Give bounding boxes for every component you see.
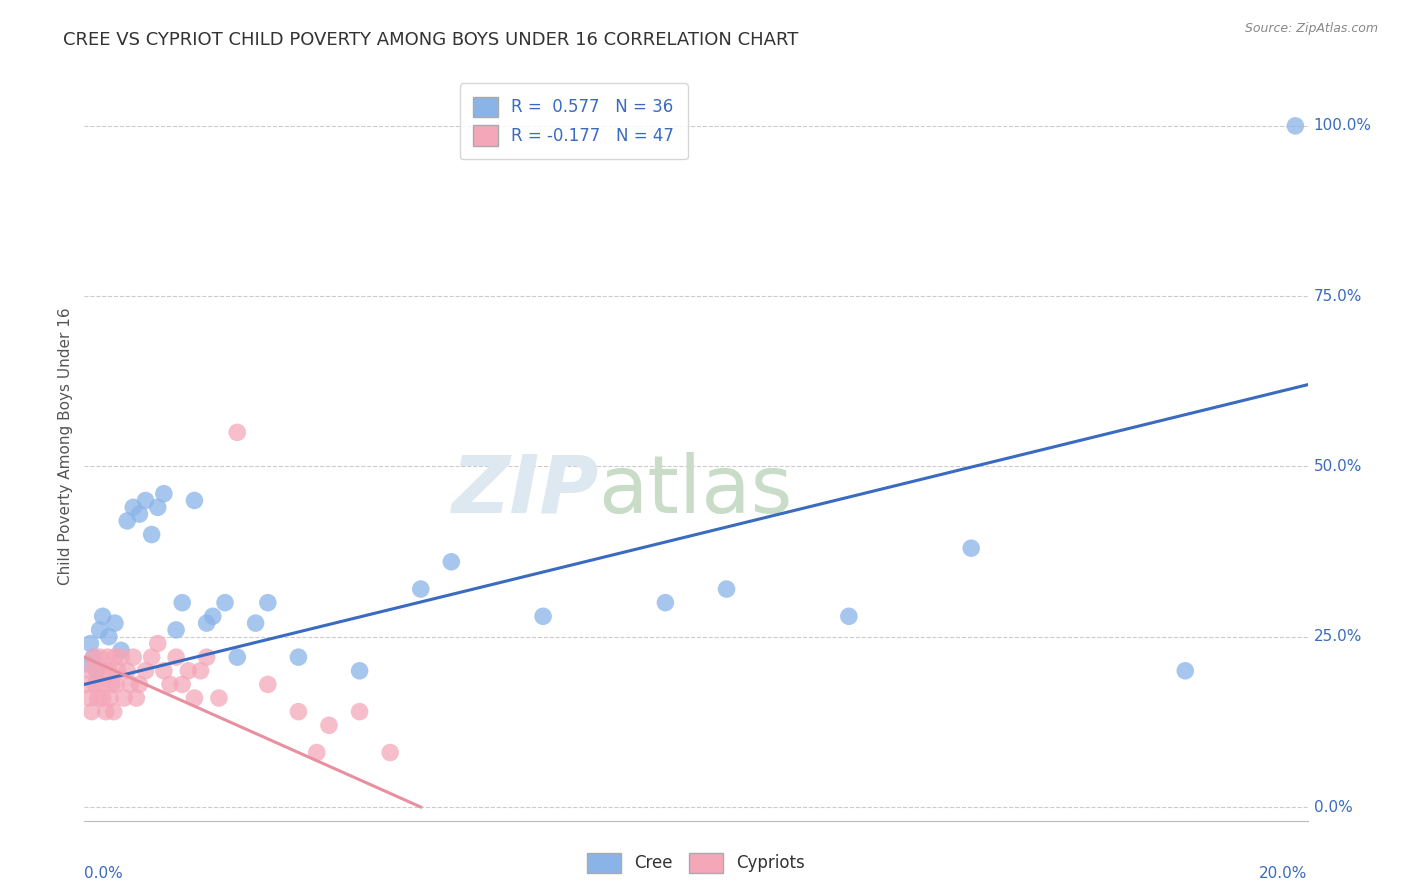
Point bbox=[153, 664, 176, 678]
Point bbox=[125, 691, 148, 706]
Point bbox=[120, 677, 142, 691]
Text: 20.0%: 20.0% bbox=[1260, 865, 1308, 880]
Point bbox=[141, 527, 163, 541]
Point bbox=[135, 664, 157, 678]
Point bbox=[91, 691, 114, 706]
Point bbox=[104, 650, 127, 665]
Text: ZIP: ZIP bbox=[451, 452, 598, 530]
Point bbox=[257, 677, 280, 691]
Point bbox=[89, 623, 111, 637]
Point bbox=[226, 425, 249, 440]
Text: 50.0%: 50.0% bbox=[1313, 459, 1362, 474]
Point bbox=[172, 677, 194, 691]
Point bbox=[94, 705, 117, 719]
Point bbox=[440, 555, 463, 569]
Point bbox=[195, 650, 218, 665]
Point bbox=[76, 677, 98, 691]
Point bbox=[87, 691, 110, 706]
Point bbox=[115, 664, 138, 678]
Point bbox=[318, 718, 340, 732]
Point bbox=[79, 664, 101, 678]
Text: 0.0%: 0.0% bbox=[84, 865, 124, 880]
Point bbox=[101, 677, 124, 691]
Point bbox=[86, 664, 108, 678]
Point bbox=[409, 582, 432, 596]
Point bbox=[159, 677, 181, 691]
Point bbox=[122, 500, 145, 515]
Text: 100.0%: 100.0% bbox=[1313, 119, 1372, 133]
Point bbox=[153, 486, 176, 500]
Point bbox=[349, 664, 371, 678]
Point bbox=[183, 691, 205, 706]
Point bbox=[77, 691, 100, 706]
Point bbox=[105, 677, 128, 691]
Text: 0.0%: 0.0% bbox=[1313, 799, 1353, 814]
Point bbox=[1284, 119, 1306, 133]
Point bbox=[287, 705, 309, 719]
Point bbox=[110, 650, 132, 665]
Point bbox=[83, 650, 105, 665]
Point bbox=[97, 650, 120, 665]
Y-axis label: Child Poverty Among Boys Under 16: Child Poverty Among Boys Under 16 bbox=[58, 307, 73, 585]
Point bbox=[112, 691, 135, 706]
Point bbox=[104, 616, 127, 631]
Point bbox=[141, 650, 163, 665]
Point bbox=[128, 677, 150, 691]
Point bbox=[201, 609, 224, 624]
Point bbox=[97, 664, 120, 678]
Text: 75.0%: 75.0% bbox=[1313, 289, 1362, 303]
Point bbox=[84, 677, 107, 691]
Point bbox=[91, 609, 114, 624]
Point bbox=[208, 691, 231, 706]
Point bbox=[195, 616, 218, 631]
Point bbox=[531, 609, 554, 624]
Point bbox=[165, 650, 187, 665]
Point bbox=[960, 541, 983, 556]
Point bbox=[80, 705, 103, 719]
Point bbox=[177, 664, 200, 678]
Point bbox=[190, 664, 212, 678]
Point bbox=[349, 705, 371, 719]
Text: Source: ZipAtlas.com: Source: ZipAtlas.com bbox=[1244, 22, 1378, 36]
Point bbox=[1174, 664, 1197, 678]
Point bbox=[122, 650, 145, 665]
Point bbox=[257, 596, 280, 610]
Text: atlas: atlas bbox=[598, 452, 793, 530]
Text: 25.0%: 25.0% bbox=[1313, 629, 1362, 644]
Point bbox=[79, 636, 101, 650]
Point bbox=[214, 596, 236, 610]
Text: CREE VS CYPRIOT CHILD POVERTY AMONG BOYS UNDER 16 CORRELATION CHART: CREE VS CYPRIOT CHILD POVERTY AMONG BOYS… bbox=[63, 31, 799, 49]
Point bbox=[89, 650, 111, 665]
Point bbox=[128, 507, 150, 521]
Point bbox=[107, 664, 129, 678]
Point bbox=[98, 691, 121, 706]
Point bbox=[716, 582, 738, 596]
Point bbox=[146, 636, 169, 650]
Point bbox=[654, 596, 676, 610]
Point bbox=[165, 623, 187, 637]
Point bbox=[305, 746, 328, 760]
Point bbox=[93, 664, 115, 678]
Point bbox=[135, 493, 157, 508]
Point bbox=[110, 643, 132, 657]
Point bbox=[90, 677, 112, 691]
Point bbox=[86, 664, 108, 678]
Point bbox=[838, 609, 860, 624]
Legend: Cree, Cypriots: Cree, Cypriots bbox=[581, 847, 811, 880]
Point bbox=[226, 650, 249, 665]
Point bbox=[115, 514, 138, 528]
Point bbox=[146, 500, 169, 515]
Point bbox=[103, 705, 125, 719]
Point bbox=[245, 616, 267, 631]
Point bbox=[287, 650, 309, 665]
Point bbox=[183, 493, 205, 508]
Point bbox=[97, 630, 120, 644]
Point bbox=[172, 596, 194, 610]
Point bbox=[76, 657, 98, 671]
Point bbox=[380, 746, 402, 760]
Point bbox=[83, 650, 105, 665]
